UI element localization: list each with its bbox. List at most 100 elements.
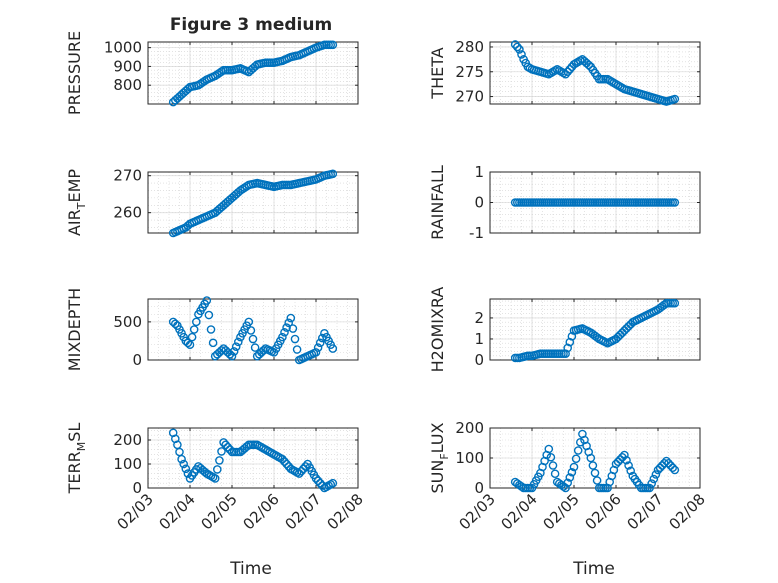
data-point [210,474,220,483]
y-axis-label: RAINFALL [428,165,447,240]
data-point [573,446,583,455]
data-point [299,464,308,474]
data-point [567,332,577,341]
data-point [288,324,298,333]
data-point [567,467,577,477]
data-point [189,325,199,334]
data-point [191,317,201,327]
data-point [282,459,291,469]
axes-box [147,171,359,234]
axes-box [147,41,359,105]
data-point [282,323,291,332]
data-point [221,440,230,450]
x-tick-label: 02/05 [198,490,241,533]
y-tick-label: 1 [474,330,484,348]
data-point [315,478,325,488]
x-axis-label-left: Time [229,559,272,579]
data-point [548,461,558,470]
y-axis-label: MIXDEPTH [65,288,84,371]
data-point [328,344,338,353]
data-point [259,346,268,355]
data-point [233,337,243,347]
data-point [513,42,522,52]
y-tick-label: 0 [474,194,484,212]
x-tick-label: 02/06 [240,490,283,533]
data-point [592,476,602,485]
data-point [620,450,629,460]
x-axis-label-right: Time [572,559,615,579]
subplot-3: 260 270 AIRTEMP [65,167,359,238]
x-tick-label: 02/06 [582,490,625,533]
y-axis-label: SUNFLUX [428,422,451,493]
data-point [569,462,579,472]
data-point [517,50,526,59]
y-axis-label: PRESSURE [65,31,84,115]
data-point [217,447,226,456]
data-point [649,474,659,484]
data-point [563,67,573,77]
y-tick-label: 200 [113,431,142,449]
y-axis-label: AIRTEMP [65,169,88,236]
data-point [565,337,575,347]
data-point [284,318,294,328]
x-tick-label: 02/07 [624,490,667,533]
y-axis-label: H2OMIXRA [428,287,447,373]
data-point [244,317,254,327]
y-tick-label: 260 [113,204,142,222]
data-point [624,461,633,470]
y-tick-label: 0 [474,351,484,369]
data-point [292,345,302,354]
data-point [183,469,193,478]
data-point [227,351,237,361]
data-point [544,444,554,454]
x-tick-label: 02/07 [282,490,325,533]
data-point [204,310,214,320]
data-point [563,343,573,353]
data-point [223,442,233,452]
data-point [546,452,556,462]
y-tick-label: 800 [113,76,142,94]
data-point [622,455,631,465]
y-tick-label: 900 [113,57,142,75]
data-point [651,470,661,479]
y-tick-label: 500 [113,313,142,331]
data-point [670,94,680,104]
data-point [311,348,321,357]
data-point [278,454,287,464]
y-tick-label: 0 [474,479,484,497]
y-tick-label: 1 [474,163,484,181]
data-point [231,342,241,351]
data-point [229,347,239,356]
data-point [212,465,222,474]
data-point [313,343,323,352]
data-point [563,478,573,488]
y-tick-label: 270 [113,167,142,185]
y-tick-label: 275 [455,63,484,81]
data-point [590,468,600,478]
data-point [181,464,191,474]
data-point [328,169,338,179]
data-point [208,338,218,348]
data-point [670,298,680,308]
data-point [215,456,224,465]
y-tick-label: 0 [132,479,142,497]
data-point [626,466,636,476]
data-point [571,454,581,464]
data-point [670,465,680,475]
y-tick-label: -1 [469,224,484,242]
y-tick-label: 280 [455,38,484,56]
data-point [670,198,680,207]
y-tick-label: 100 [455,449,484,467]
data-point [177,454,186,464]
y-tick-label: 1000 [104,39,142,57]
x-tick-label: 02/08 [666,490,709,533]
data-point [286,313,296,323]
y-tick-label: 0 [132,351,142,369]
data-point [183,338,193,348]
data-point [278,332,287,342]
data-point [592,333,602,342]
data-point [280,457,289,466]
